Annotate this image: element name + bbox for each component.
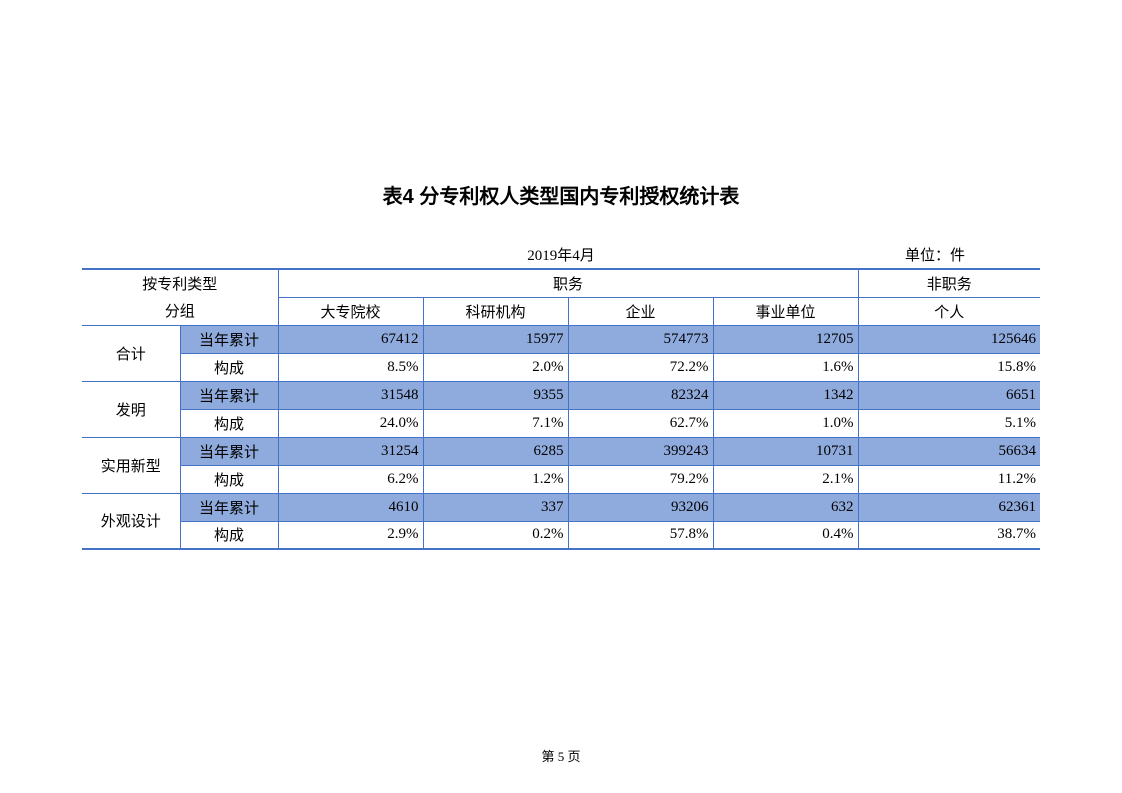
table-cell: 15977 — [423, 325, 568, 353]
table-cell: 0.2% — [423, 521, 568, 549]
table-cell: 10731 — [713, 437, 858, 465]
table-cell: 31254 — [278, 437, 423, 465]
sub-label: 当年累计 — [180, 493, 278, 521]
table-cell: 399243 — [568, 437, 713, 465]
table-cell: 6.2% — [278, 465, 423, 493]
table-cell: 337 — [423, 493, 568, 521]
table-cell: 56634 — [858, 437, 1040, 465]
table-cell: 2.0% — [423, 353, 568, 381]
col-header: 企业 — [568, 297, 713, 325]
category-name: 合计 — [82, 325, 180, 381]
table-cell: 24.0% — [278, 409, 423, 437]
table-cell: 632 — [713, 493, 858, 521]
table-cell: 82324 — [568, 381, 713, 409]
table-cell: 1.0% — [713, 409, 858, 437]
table-cell: 5.1% — [858, 409, 1040, 437]
category-name: 实用新型 — [82, 437, 180, 493]
sub-label: 当年累计 — [180, 381, 278, 409]
col-header: 个人 — [858, 297, 1040, 325]
table-title: 表4 分专利权人类型国内专利授权统计表 — [0, 180, 1122, 209]
table-cell: 31548 — [278, 381, 423, 409]
table-cell: 62361 — [858, 493, 1040, 521]
table-cell: 125646 — [858, 325, 1040, 353]
patent-stats-table: 按专利类型 职务 非职务 分组 大专院校 科研机构 企业 事业单位 个人 合计 … — [82, 268, 1040, 550]
category-name: 发明 — [82, 381, 180, 437]
sub-label: 构成 — [180, 409, 278, 437]
table-cell: 93206 — [568, 493, 713, 521]
table-cell: 2.1% — [713, 465, 858, 493]
date-label: 2019年4月 — [527, 244, 595, 265]
table-cell: 2.9% — [278, 521, 423, 549]
col-header: 大专院校 — [278, 297, 423, 325]
table-cell: 72.2% — [568, 353, 713, 381]
sub-label: 构成 — [180, 465, 278, 493]
table-cell: 11.2% — [858, 465, 1040, 493]
table-cell: 79.2% — [568, 465, 713, 493]
sub-label: 当年累计 — [180, 325, 278, 353]
table-cell: 6285 — [423, 437, 568, 465]
table-cell: 62.7% — [568, 409, 713, 437]
table-cell: 57.8% — [568, 521, 713, 549]
sub-label: 构成 — [180, 353, 278, 381]
col-header: 科研机构 — [423, 297, 568, 325]
table-cell: 38.7% — [858, 521, 1040, 549]
table-cell: 15.8% — [858, 353, 1040, 381]
sub-label: 构成 — [180, 521, 278, 549]
table-cell: 7.1% — [423, 409, 568, 437]
table-cell: 574773 — [568, 325, 713, 353]
table-cell: 8.5% — [278, 353, 423, 381]
table-cell: 1.2% — [423, 465, 568, 493]
table-cell: 1342 — [713, 381, 858, 409]
header-group-by: 按专利类型 — [82, 269, 278, 297]
header-grouping: 分组 — [82, 297, 278, 325]
sub-label: 当年累计 — [180, 437, 278, 465]
table-cell: 0.4% — [713, 521, 858, 549]
category-name: 外观设计 — [82, 493, 180, 549]
table-cell: 4610 — [278, 493, 423, 521]
header-duty: 职务 — [278, 269, 858, 297]
table-cell: 6651 — [858, 381, 1040, 409]
col-header: 事业单位 — [713, 297, 858, 325]
unit-label: 单位：件 — [905, 244, 965, 265]
table-cell: 67412 — [278, 325, 423, 353]
table-cell: 12705 — [713, 325, 858, 353]
page-number: 第 5 页 — [0, 746, 1122, 765]
table-cell: 9355 — [423, 381, 568, 409]
meta-row: 2019年4月 单位：件 — [82, 244, 1040, 268]
header-non-duty: 非职务 — [858, 269, 1040, 297]
table-cell: 1.6% — [713, 353, 858, 381]
